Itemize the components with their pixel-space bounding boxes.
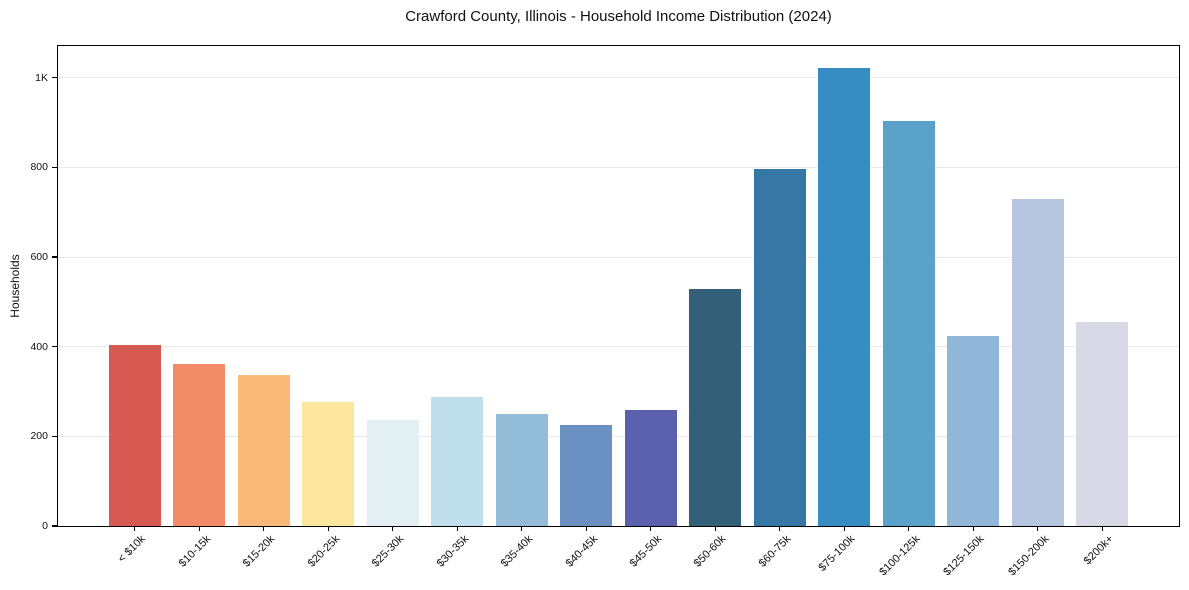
x-tick-label: $15-20k: [240, 533, 278, 570]
bar-30-35k: [431, 397, 484, 526]
y-tick-mark: [51, 256, 57, 258]
bar-15-20k: [237, 374, 290, 526]
y-tick-mark: [51, 525, 57, 527]
bar-45-50k: [624, 410, 677, 526]
y-tick-mark: [51, 346, 57, 348]
x-tick-label: $50-60k: [692, 533, 729, 570]
bar-200k+: [1076, 321, 1129, 526]
bar-35-40k: [495, 413, 548, 526]
x-tick-mark: [456, 526, 458, 531]
x-tick-label: $200k+: [1081, 533, 1116, 568]
x-tick-mark: [198, 526, 200, 531]
x-tick-label: $75-100k: [816, 533, 858, 574]
bar-100-125k: [882, 120, 935, 526]
x-tick-mark: [585, 526, 587, 531]
x-tick-label: $40-45k: [563, 533, 600, 570]
bar-150-200k: [1011, 199, 1064, 526]
plot-area: [57, 45, 1180, 527]
bar-75-100k: [818, 68, 871, 526]
x-tick-mark: [779, 526, 781, 531]
x-tick-mark: [908, 526, 910, 531]
x-tick-mark: [714, 526, 716, 531]
x-tick-label: $35-40k: [498, 533, 536, 570]
y-tick-label: 0: [42, 520, 48, 532]
x-tick-mark: [134, 526, 136, 531]
y-tick-mark: [51, 77, 57, 79]
bar-125-150k: [947, 335, 1000, 526]
x-tick-label: $20-25k: [305, 533, 342, 570]
y-tick-label: 200: [30, 430, 48, 443]
gridline: [58, 166, 1179, 168]
gridline: [58, 346, 1179, 348]
x-tick-mark: [650, 526, 652, 531]
y-tick-mark: [51, 166, 57, 169]
bar-10-15k: [173, 363, 226, 526]
bar-60-75k: [753, 169, 806, 526]
y-tick-label: 600: [30, 251, 48, 264]
bar-25-30k: [366, 420, 419, 526]
x-tick-mark: [1037, 526, 1039, 531]
x-tick-mark: [392, 526, 394, 531]
x-tick-label: $30-35k: [434, 533, 471, 570]
y-tick-label: 800: [30, 161, 48, 174]
x-tick-label: $45-50k: [627, 533, 665, 570]
x-tick-mark: [263, 526, 265, 531]
x-tick-label: $10-15k: [176, 533, 213, 570]
x-tick-mark: [327, 526, 329, 531]
gridline: [58, 435, 1179, 437]
chart-title: Crawford County, Illinois - Household In…: [405, 8, 832, 25]
x-tick-mark: [972, 526, 974, 531]
gridline: [58, 256, 1179, 258]
x-tick-mark: [521, 526, 523, 531]
y-axis-label: Households: [8, 254, 22, 318]
x-tick-label: $125-150k: [941, 533, 987, 579]
x-tick-label: $100-125k: [876, 533, 923, 579]
y-tick-mark: [51, 435, 57, 437]
bar-20-25k: [302, 402, 355, 526]
bar-40-45k: [560, 425, 613, 526]
x-tick-label: < $10k: [116, 533, 149, 566]
y-tick-label: 1K: [35, 71, 48, 84]
x-tick-label: $60-75k: [756, 533, 794, 570]
bar-10k: [108, 344, 161, 526]
x-tick-label: $150-200k: [1005, 533, 1052, 579]
gridline: [58, 77, 1179, 79]
x-tick-label: $25-30k: [369, 533, 407, 570]
y-tick-label: 400: [30, 340, 48, 353]
x-tick-mark: [1101, 526, 1103, 531]
x-tick-mark: [843, 526, 845, 531]
bar-50-60k: [689, 288, 742, 526]
